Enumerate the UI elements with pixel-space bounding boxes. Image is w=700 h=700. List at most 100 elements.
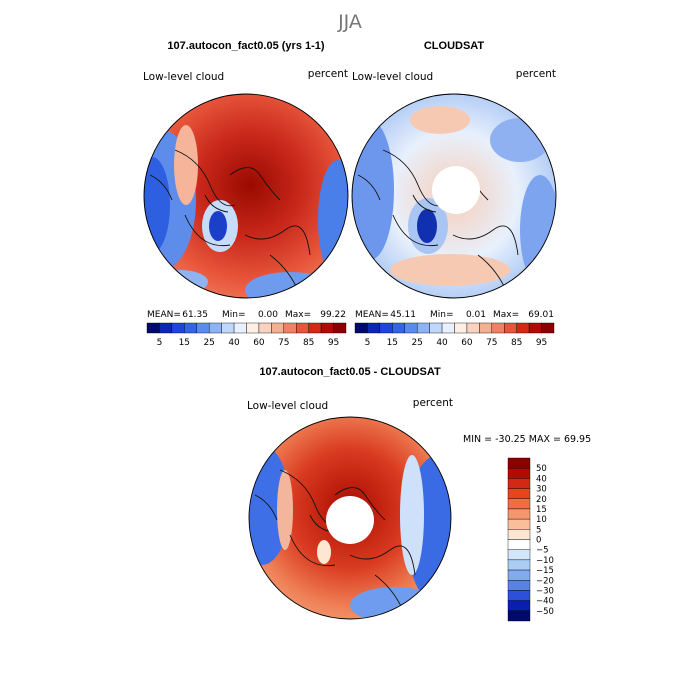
colorbar-swatch (404, 322, 418, 334)
map-model-greenland-core (209, 211, 227, 241)
panel-model-stats: MEAN= 61.35 Min= 0.00 Max= 99.22 (147, 310, 346, 320)
map-obs-greenland-core (417, 209, 437, 243)
map-model-blue-south (245, 272, 335, 298)
panel-obs-title: CLOUDSAT (424, 40, 485, 52)
colorbar-tick-label: −40 (536, 597, 554, 607)
colorbar-tick-label: −30 (536, 586, 554, 596)
colorbar-swatch (296, 322, 309, 334)
panel-diff-units: percent (413, 397, 453, 409)
map-diff-blue-south (350, 587, 440, 619)
colorbar-tick-label: 15 (387, 338, 398, 348)
map-model-border (143, 93, 349, 299)
map-diff-polar-hole (326, 496, 374, 544)
colorbar-tick-label: −20 (536, 576, 554, 586)
colorbar-swatch (454, 322, 468, 334)
colorbar-tick-label: 5 (536, 525, 541, 535)
colorbar-tick-label: 10 (536, 515, 547, 525)
colorbar-swatch (320, 322, 334, 334)
colorbar-tick-label: 75 (278, 338, 289, 348)
colorbar-swatch (379, 322, 393, 334)
colorbar-tick-label: 40 (536, 474, 547, 484)
colorbar-swatch (507, 488, 531, 499)
colorbar-model: 5 15 25 40 60 75 85 95 (146, 322, 347, 348)
colorbar-swatch (441, 322, 455, 334)
colorbar-swatch (507, 529, 531, 540)
colorbar-swatch (466, 322, 480, 334)
colorbar-swatch (491, 322, 505, 334)
colorbar-tick-label: 5 (365, 338, 371, 348)
colorbar-tick-label: 5 (157, 338, 163, 348)
colorbar-obs: 5 15 25 40 60 75 85 95 (354, 322, 555, 348)
colorbar-swatch (507, 467, 531, 479)
stat-min-label: Min= (222, 310, 246, 320)
map-obs-polar-hole (432, 166, 480, 214)
colorbar-swatch (171, 322, 185, 334)
colorbar-swatch (507, 478, 531, 489)
colorbar-swatch (283, 322, 297, 334)
colorbar-swatch (416, 322, 430, 334)
panel-model: 107.autocon_fact0.05 (yrs 1-1) Low-level… (143, 40, 349, 348)
colorbar-swatch (184, 322, 197, 334)
colorbar-swatch (507, 610, 531, 622)
colorbar-swatch (354, 322, 368, 334)
stat-max-label: Max= (285, 310, 311, 320)
colorbar-tick-label: 15 (536, 505, 547, 515)
colorbar-tick-label: 60 (253, 338, 265, 348)
colorbar-tick-label: 30 (536, 485, 547, 495)
colorbar-swatch (507, 569, 531, 581)
map-diff-lightblue-east (400, 455, 424, 575)
stat-min-value: 0.01 (466, 310, 486, 320)
colorbar-swatch (392, 322, 405, 334)
colorbar-tick-label: 85 (303, 338, 314, 348)
colorbar-tick-label: 40 (436, 338, 448, 348)
colorbar-tick-label: 25 (411, 338, 422, 348)
colorbar-swatch (479, 322, 493, 334)
colorbar-tick-label: 95 (328, 338, 339, 348)
map-model-blue-west-inner (144, 157, 170, 253)
colorbar-tick-label: 0 (536, 536, 541, 546)
colorbar-tick-label: −50 (536, 607, 554, 617)
colorbar-swatch (504, 322, 517, 334)
colorbar-swatch (196, 322, 210, 334)
panel-diff-stats: MIN = -30.25 MAX = 69.95 (463, 434, 591, 445)
colorbar-swatch (367, 322, 381, 334)
panel-diff-variable: Low-level cloud (247, 400, 328, 412)
panel-obs-stats: MEAN= 45.11 Min= 0.01 Max= 69.01 (355, 310, 554, 320)
stat-min-label: Min= (430, 310, 454, 320)
map-obs-blue-northeast (490, 118, 550, 162)
map-model-light-band (174, 125, 198, 205)
colorbar-swatch (246, 322, 260, 334)
colorbar-swatch (507, 508, 531, 520)
panel-diff: 107.autocon_fact0.05 - CLOUDSAT Low-leve… (247, 366, 591, 622)
colorbar-tick-label: 25 (203, 338, 214, 348)
panel-model-units: percent (308, 68, 348, 80)
panel-obs-units: percent (516, 68, 556, 80)
colorbar-swatch (429, 322, 443, 334)
colorbar-swatch (528, 322, 542, 334)
colorbar-swatch (541, 322, 555, 334)
map-diff-blue-west (249, 445, 290, 565)
colorbar-tick-label: −15 (536, 566, 554, 576)
colorbar-swatch (233, 322, 247, 334)
colorbar-tick-label: 85 (511, 338, 522, 348)
colorbar-tick-label: 20 (536, 495, 547, 505)
colorbar-swatch (258, 322, 272, 334)
stat-max-value: 69.01 (528, 310, 554, 320)
stat-mean-label: MEAN= (147, 310, 181, 320)
colorbar-swatch (507, 600, 531, 612)
map-model (144, 94, 348, 298)
colorbar-tick-label: 75 (486, 338, 497, 348)
colorbar-tick-label: 95 (536, 338, 547, 348)
colorbar-swatch (507, 457, 531, 469)
map-diff-coastlines (254, 469, 416, 616)
colorbar-swatch (146, 322, 160, 334)
map-obs-warm-south (390, 254, 510, 286)
map-diff-lightblue-west (277, 470, 293, 550)
colorbar-swatch (221, 322, 235, 334)
colorbar-swatch (507, 559, 531, 571)
map-obs-border (351, 93, 557, 299)
colorbar-tick-label: 50 (536, 464, 547, 474)
colorbar-swatch (507, 580, 531, 591)
